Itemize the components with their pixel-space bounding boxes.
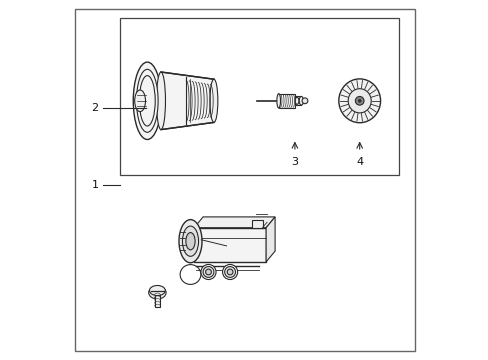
Circle shape: [358, 99, 361, 102]
Ellipse shape: [224, 266, 235, 277]
Ellipse shape: [185, 233, 195, 250]
Circle shape: [302, 98, 307, 104]
Ellipse shape: [134, 90, 145, 112]
Ellipse shape: [179, 220, 202, 263]
Bar: [294, 96, 301, 105]
Ellipse shape: [338, 79, 380, 123]
Text: 4: 4: [355, 157, 363, 167]
Circle shape: [355, 96, 363, 105]
Ellipse shape: [209, 79, 218, 122]
Ellipse shape: [222, 264, 237, 279]
Ellipse shape: [182, 226, 198, 256]
Ellipse shape: [149, 285, 165, 296]
Bar: [154, 294, 160, 307]
Ellipse shape: [276, 94, 280, 108]
Text: 2: 2: [91, 103, 99, 113]
Ellipse shape: [136, 69, 158, 132]
Ellipse shape: [203, 266, 213, 277]
Polygon shape: [161, 72, 213, 130]
Bar: [120, 18, 399, 175]
Polygon shape: [194, 217, 275, 228]
Text: 1: 1: [92, 180, 99, 190]
Bar: [278, 94, 294, 108]
Ellipse shape: [347, 89, 370, 113]
Ellipse shape: [148, 287, 166, 299]
Ellipse shape: [139, 76, 155, 126]
Ellipse shape: [205, 269, 211, 275]
Ellipse shape: [201, 264, 216, 279]
Ellipse shape: [295, 97, 298, 104]
Ellipse shape: [299, 96, 303, 105]
Bar: [251, 220, 262, 228]
Text: 3: 3: [291, 157, 298, 167]
Polygon shape: [194, 228, 265, 262]
Ellipse shape: [133, 62, 161, 140]
Ellipse shape: [156, 72, 165, 130]
Polygon shape: [265, 217, 275, 262]
Ellipse shape: [227, 269, 232, 275]
